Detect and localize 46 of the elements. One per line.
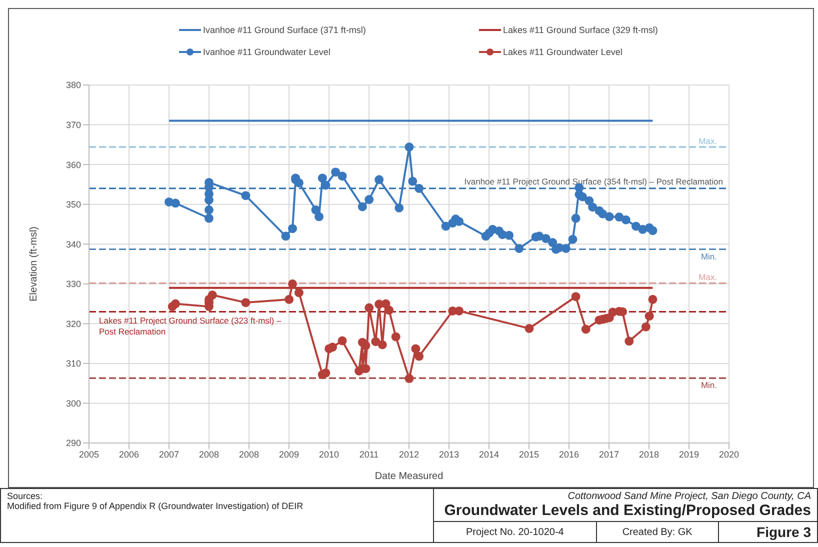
ref-line-label: Min. [700, 380, 717, 390]
y-tick-label: 380 [66, 80, 81, 90]
ref-line-label: Max. [698, 136, 717, 146]
ref-line-label: Lakes #11 Project Ground Surface (323 ft-msl) – Post Reclamation [99, 316, 282, 337]
legend-label: Ivanhoe #11 Ground Surface (371 ft-msl) [203, 25, 366, 35]
ref-line-label: Max. [698, 272, 717, 282]
x-tick-label: 2019 [678, 449, 700, 460]
y-tick-label: 330 [66, 279, 81, 290]
x-tick-label: 2008 [238, 449, 260, 460]
x-tick-label: 2008 [198, 449, 220, 460]
legend-label: Lakes #11 Ground Surface (329 ft-msl) [503, 25, 658, 35]
x-tick-label: 2018 [638, 449, 660, 460]
x-tick-label: 2015 [518, 449, 540, 460]
y-tick-label: 340 [66, 239, 81, 250]
x-tick-label: 2009 [278, 449, 300, 460]
y-axis-title: Elevation (ft-msl) [28, 226, 40, 302]
x-tick-label: 2011 [359, 449, 379, 460]
text: Modified from Figure 9 of Appendix R (Groundwater Investigation) of DEIR [7, 501, 304, 511]
y-tick-label: 350 [66, 200, 81, 210]
x-tick-label: 2016 [558, 449, 580, 460]
y-tick-label: 320 [66, 318, 81, 329]
text: Groundwater Levels and Existing/Proposed Grades [443, 502, 811, 519]
x-tick-label: 2005 [78, 449, 100, 460]
x-tick-label: 2014 [478, 449, 500, 460]
x-tick-label: 2013 [438, 449, 460, 460]
text: Cottonwood Sand Mine Project, San Diego County, CA [566, 491, 811, 502]
x-axis-title: Date Measured [374, 471, 444, 482]
y-tick-label: 300 [66, 398, 81, 408]
x-tick-label: 2010 [318, 449, 340, 460]
ref-line-label: Min. [700, 251, 717, 262]
text: Project No. 20-1020-4 [434, 522, 596, 542]
y-tick-label: 310 [66, 358, 81, 369]
legend-label: Ivanhoe #11 Groundwater Level [203, 47, 330, 57]
y-tick-label: 360 [66, 160, 81, 170]
y-tick-label: 290 [66, 438, 81, 448]
x-tick-label: 2006 [118, 449, 140, 460]
legend-label: Lakes #11 Groundwater Level [503, 47, 622, 57]
caption: Figure 3 [718, 522, 818, 542]
x-tick-label: 2017 [598, 449, 620, 460]
y-tick-label: 370 [66, 120, 81, 130]
x-tick-label: 2020 [718, 449, 740, 460]
x-tick-label: 2012 [398, 449, 420, 460]
ref-line-label: Ivanhoe #11 Project Ground Surface (354 ft-msl) – Post Reclamation [464, 176, 724, 186]
text: Created By: GK [596, 522, 718, 542]
source-note: Sources: [7, 491, 44, 501]
x-tick-label: 2007 [158, 449, 180, 460]
